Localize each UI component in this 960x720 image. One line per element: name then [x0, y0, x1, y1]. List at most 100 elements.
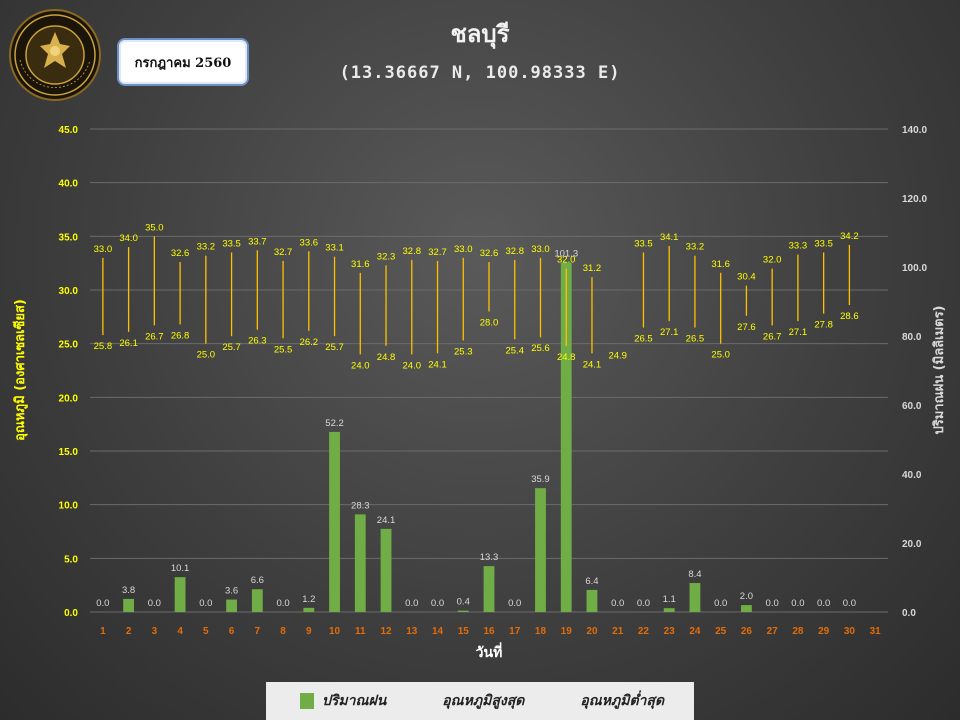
rain-value-label: 13.3	[480, 552, 499, 563]
tmin-value-label: 24.0	[351, 360, 370, 371]
y-right-tick-label: 140.0	[902, 125, 927, 136]
period-badge: กรกฎาคม 2560	[117, 38, 249, 86]
tmax-value-label: 33.1	[325, 243, 344, 254]
rain-bar	[483, 566, 495, 612]
tmax-value-label: 32.8	[505, 246, 524, 257]
rain-value-label: 0.0	[843, 598, 856, 609]
rain-value-label: 0.0	[431, 598, 444, 609]
tmin-value-label: 25.5	[274, 344, 293, 355]
tmax-value-label: 33.6	[300, 237, 319, 248]
tmax-value-label: 31.2	[583, 263, 602, 274]
rain-value-label: 0.0	[96, 598, 109, 609]
tmin-value-label: 28.6	[840, 311, 859, 322]
tmax-value-label: 30.4	[737, 272, 756, 283]
tmin-value-label: 26.5	[686, 334, 705, 345]
tmin-value-label: 26.7	[763, 331, 782, 342]
rain-bar	[303, 607, 315, 612]
tmax-value-label: 33.0	[94, 244, 113, 255]
tmin-value-label: 24.8	[377, 352, 396, 363]
rain-bar	[174, 577, 186, 612]
x-tick-label: 4	[177, 626, 183, 637]
tmin-value-label: 26.7	[145, 331, 164, 342]
tmax-value-label: 33.2	[686, 242, 705, 253]
x-tick-label: 12	[380, 626, 392, 637]
y-right-tick-label: 60.0	[902, 401, 922, 412]
rain-bar	[586, 589, 598, 612]
tmax-value-label: 34.2	[840, 231, 859, 242]
x-tick-label: 10	[329, 626, 341, 637]
rain-value-label: 0.0	[508, 598, 521, 609]
rain-value-label: 0.0	[148, 598, 161, 609]
tmin-value-label: 28.0	[480, 317, 499, 328]
x-tick-label: 30	[844, 626, 856, 637]
x-tick-label: 13	[406, 626, 418, 637]
rain-bar	[123, 598, 135, 612]
x-tick-label: 19	[561, 626, 573, 637]
rain-bar	[329, 431, 340, 612]
tmax-value-label: 33.0	[531, 244, 550, 255]
rain-value-label: 3.8	[122, 585, 135, 596]
tmin-value-label: 26.8	[171, 330, 190, 341]
x-tick-label: 7	[255, 626, 261, 637]
tmax-value-label: 32.0	[763, 255, 782, 266]
tmin-value-label: 24.1	[428, 359, 447, 370]
x-tick-label: 22	[638, 626, 650, 637]
tmax-value-label: 34.1	[660, 232, 679, 243]
rain-value-label: 1.2	[302, 594, 315, 605]
rain-value-label: 35.9	[531, 474, 550, 485]
tmax-value-label: 33.7	[248, 236, 267, 247]
tmax-value-label: 32.8	[403, 246, 422, 257]
tmax-value-label: 32.0	[557, 255, 576, 266]
x-tick-label: 28	[792, 626, 804, 637]
legend-item-tmax: อุณหภูมิสูงสุด	[442, 690, 524, 712]
x-tick-label: 27	[767, 626, 779, 637]
y-left-tick-label: 25.0	[59, 340, 79, 351]
tmin-value-label: 25.0	[711, 350, 730, 361]
chart-title: ชลบุรี	[450, 20, 510, 48]
tmax-value-label: 33.0	[454, 244, 473, 255]
rain-bar	[689, 583, 701, 612]
rain-value-label: 2.0	[740, 591, 753, 602]
tmin-value-label: 27.1	[789, 327, 808, 338]
tmin-value-label: 27.8	[814, 320, 833, 331]
x-tick-label: 6	[229, 626, 235, 637]
y-right-tick-label: 0.0	[902, 608, 916, 619]
rain-value-label: 0.0	[817, 598, 830, 609]
tmax-value-label: 35.0	[145, 222, 164, 233]
tmax-value-label: 34.0	[119, 233, 138, 244]
chart-subtitle-coordinates: (13.36667 N, 100.98333 E)	[339, 63, 621, 83]
rain-bar	[663, 608, 675, 612]
x-tick-label: 11	[355, 626, 366, 637]
rain-value-label: 10.1	[171, 563, 190, 574]
rain-value-label: 0.0	[766, 598, 779, 609]
rain-bar	[251, 589, 263, 612]
rain-value-label: 1.1	[663, 594, 676, 605]
y-right-tick-label: 20.0	[902, 539, 922, 550]
tmin-value-label: 26.3	[248, 336, 267, 347]
rain-value-label: 0.0	[791, 598, 804, 609]
tmin-value-label: 26.1	[119, 338, 138, 349]
x-tick-label: 29	[818, 626, 830, 637]
rain-value-label: 8.4	[688, 569, 701, 580]
tmin-value-label: 25.4	[505, 345, 524, 356]
y-right-axis-title: ปริมาณฝน (มิลลิเมตร)	[932, 305, 947, 434]
x-tick-label: 16	[483, 626, 495, 637]
rain-bar	[560, 262, 572, 612]
rain-value-label: 0.0	[199, 598, 212, 609]
tmax-value-label: 32.7	[274, 247, 293, 258]
legend-label-rain: ปริมาณฝน	[322, 693, 387, 709]
rain-bar	[457, 610, 469, 612]
y-right-tick-label: 100.0	[902, 263, 927, 274]
tmin-value-label: 25.3	[454, 346, 473, 357]
rain-bar	[354, 514, 366, 612]
tmin-value-label: 27.6	[737, 322, 756, 333]
x-tick-label: 15	[458, 626, 470, 637]
rain-bar	[535, 488, 546, 612]
legend-swatch-rain	[300, 693, 314, 709]
x-tick-label: 3	[152, 626, 158, 637]
x-tick-label: 14	[432, 626, 444, 637]
x-tick-label: 23	[664, 626, 676, 637]
y-left-axis-title: อุณหภูมิ (องศาเซลเซียส)	[12, 299, 28, 441]
rain-value-label: 0.0	[611, 598, 624, 609]
